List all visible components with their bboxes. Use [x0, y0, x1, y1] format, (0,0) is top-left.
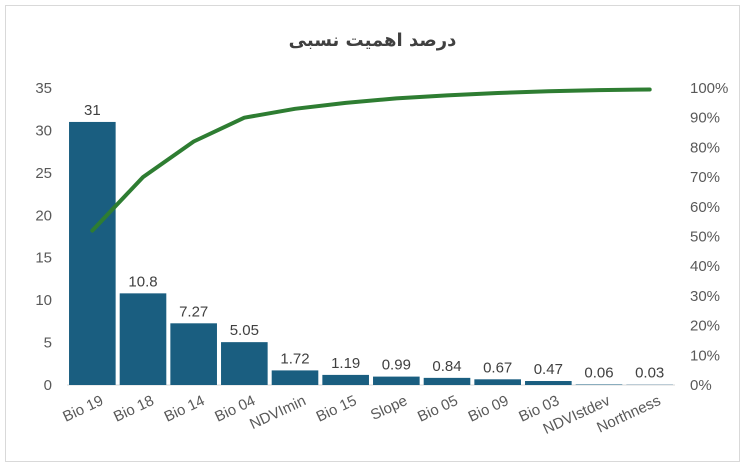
cumulative-point [395, 97, 397, 99]
cumulative-point [649, 88, 651, 90]
data-label: 0.47 [534, 361, 563, 378]
cumulative-point [598, 89, 600, 91]
y-tick-label: 25 [35, 165, 52, 182]
data-label: 0.03 [635, 365, 664, 382]
data-label: 0.99 [382, 357, 411, 374]
y2-tick-label: 0% [690, 377, 712, 394]
y2-tick-label: 60% [690, 199, 720, 216]
x-tick-label: Slope [368, 392, 410, 424]
x-tick-label: Bio 09 [466, 392, 512, 425]
y-tick-label: 20 [35, 207, 52, 224]
chart-title: درصد اهمیت نسبی [288, 30, 457, 51]
bar [69, 121, 116, 385]
cumulative-point [345, 102, 347, 104]
cumulative-line [90, 87, 652, 233]
y2-tick-label: 10% [690, 347, 720, 364]
y2-tick-label: 70% [690, 169, 720, 186]
cumulative-point [142, 176, 144, 178]
bar [271, 370, 319, 385]
bar [525, 381, 572, 385]
data-label: 1.72 [280, 350, 309, 367]
cumulative-point [91, 230, 93, 232]
bar [119, 293, 167, 385]
cumulative-point [547, 90, 549, 92]
x-tick-label: Bio 15 [314, 392, 360, 425]
y2-tick-label: 20% [690, 318, 720, 335]
x-tick-label: Bio 05 [415, 392, 461, 425]
x-tick-label: NDVImin [247, 392, 309, 433]
y-tick-label: 0 [44, 377, 52, 394]
data-label: 0.67 [483, 359, 512, 376]
data-label: 10.8 [128, 273, 157, 290]
y-tick-label: 5 [44, 335, 52, 352]
cumulative-point [294, 108, 296, 110]
y2-tick-label: 40% [690, 258, 720, 275]
cumulative-point [193, 140, 195, 142]
bar [575, 384, 623, 385]
y2-tick-label: 80% [690, 139, 720, 156]
bar [322, 374, 369, 385]
y2-tick-label: 30% [690, 288, 720, 305]
bar [373, 376, 420, 385]
data-label: 0.84 [432, 358, 461, 375]
y-tick-label: 15 [35, 250, 52, 267]
bar [221, 342, 268, 385]
y2-tick-label: 90% [690, 110, 720, 127]
x-tick-label: Bio 19 [60, 392, 106, 425]
bar [474, 379, 521, 385]
x-tick-label: Bio 18 [111, 392, 157, 425]
data-label: 1.19 [331, 355, 360, 372]
cumulative-point [497, 92, 499, 94]
bar [170, 323, 217, 385]
x-tick-label: Bio 14 [162, 392, 208, 425]
y2-tick-label: 50% [690, 229, 720, 246]
chart-frame [5, 5, 740, 462]
y-tick-label: 35 [35, 80, 52, 97]
cumulative-point [446, 94, 448, 96]
cumulative-point [243, 117, 245, 119]
y-tick-label: 30 [35, 122, 52, 139]
data-label: 0.06 [584, 364, 613, 381]
y2-tick-label: 100% [690, 80, 728, 97]
y-tick-label: 10 [35, 292, 52, 309]
data-label: 31 [84, 102, 101, 119]
bar [423, 377, 471, 385]
data-label: 7.27 [179, 303, 208, 320]
data-label: 5.05 [230, 322, 259, 339]
